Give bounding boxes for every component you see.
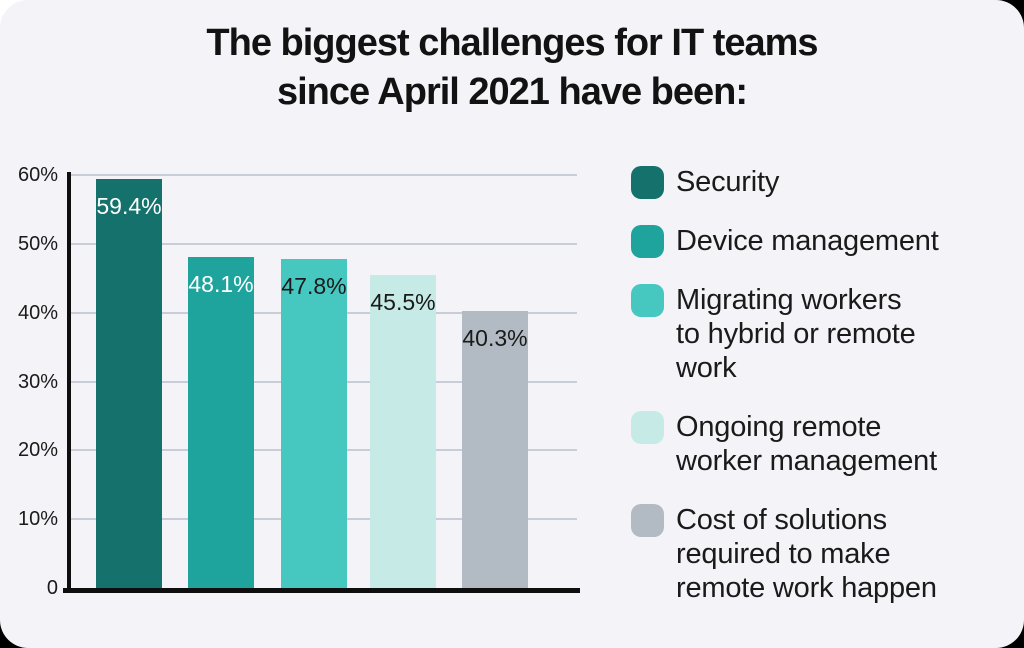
legend-item-cost-of-solutions-required-to-make-remote-work-happen: Cost of solutions required to make remot… <box>631 503 991 605</box>
bar-device-management: 48.1% <box>188 257 254 588</box>
legend-label: Migrating workers to hybrid or remote wo… <box>676 284 916 384</box>
legend: Security Device management Migrating worke… <box>631 165 991 630</box>
x-axis-line <box>63 588 580 593</box>
bar-value-label: 40.3% <box>462 325 528 351</box>
legend-swatch <box>631 225 664 258</box>
y-tick-label-30: 30% <box>17 371 58 393</box>
legend-label: Ongoing remote worker management <box>676 411 937 477</box>
legend-item-device-management: Device management <box>631 224 991 258</box>
y-axis-line <box>67 172 71 592</box>
legend-item-ongoing-remote-worker-management: Ongoing remote worker management <box>631 410 991 478</box>
gridline-50 <box>71 243 577 245</box>
y-tick-label-10: 10% <box>17 508 58 530</box>
bar-cost-of-solutions-required-to-make-remote-work-happen: 40.3% <box>462 311 528 588</box>
legend-label: Device management <box>676 225 939 257</box>
y-tick-label-20: 20% <box>17 439 58 461</box>
bar-migrating-workers-to-hybrid-or-remote-work: 47.8% <box>281 259 347 588</box>
chart-title-line-1: The biggest challenges for IT teams <box>206 22 818 64</box>
legend-swatch <box>631 411 664 444</box>
bar-value-label: 48.1% <box>188 271 254 297</box>
chart-title: The biggest challenges for IT teams sinc… <box>0 19 1024 117</box>
legend-swatch <box>631 504 664 537</box>
legend-item-security: Security <box>631 165 991 199</box>
bar-value-label: 47.8% <box>281 273 347 299</box>
chart-title-line-2: since April 2021 have been: <box>276 71 748 113</box>
bar-value-label: 59.4% <box>96 193 162 219</box>
y-tick-label-40: 40% <box>17 302 58 324</box>
legend-item-migrating-workers-to-hybrid-or-remote-work: Migrating workers to hybrid or remote wo… <box>631 283 991 385</box>
y-tick-label-60: 60% <box>17 164 58 186</box>
y-tick-label-0: 0 <box>46 577 58 599</box>
gridline-60 <box>71 174 577 176</box>
legend-swatch <box>631 284 664 317</box>
bar-value-label: 45.5% <box>370 289 436 315</box>
bar-ongoing-remote-worker-management: 45.5% <box>370 275 436 588</box>
legend-label: Cost of solutions required to make remot… <box>676 504 937 604</box>
legend-label: Security <box>676 166 780 198</box>
bar-security: 59.4% <box>96 179 162 588</box>
legend-swatch <box>631 166 664 199</box>
y-tick-label-50: 50% <box>17 233 58 255</box>
